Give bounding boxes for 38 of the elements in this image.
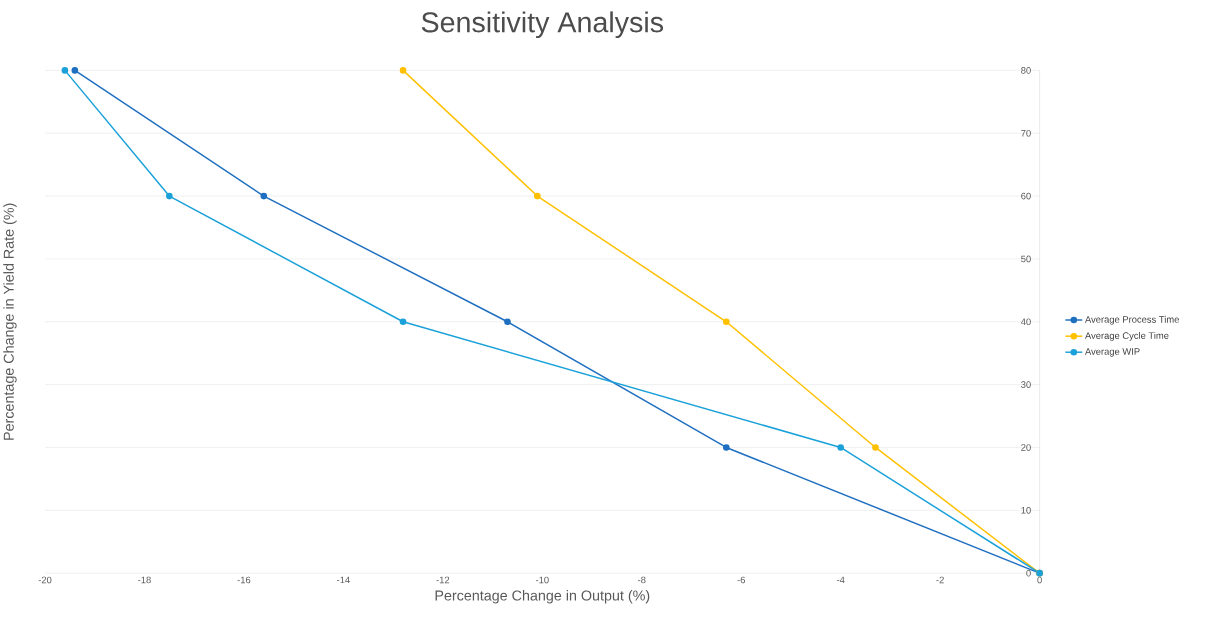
point	[166, 192, 173, 200]
x-tick-label: -12	[436, 576, 450, 584]
y-tick-label: 50	[1021, 255, 1031, 263]
legend-label: Average Cycle Time	[1084, 332, 1169, 341]
x-tick-label: -6	[737, 576, 745, 584]
x-tick-label: -18	[138, 576, 151, 584]
point	[61, 67, 69, 74]
x-tick-label: -10	[535, 576, 549, 584]
y-tick-label: 30	[1021, 381, 1031, 389]
x-tick-label: -20	[38, 576, 52, 584]
x-tick-label: 0	[1037, 576, 1042, 584]
y-tick-label: 20	[1021, 444, 1031, 451]
point	[872, 444, 879, 451]
x-tick-label: -2	[936, 576, 944, 584]
chart-title: Sensitivity Analysis	[421, 11, 664, 39]
x-tick-label: -8	[638, 576, 646, 584]
y-axis-title: Percentage Change in Yield Rate (%)	[3, 203, 17, 440]
point	[722, 444, 730, 451]
point	[722, 318, 730, 326]
point	[504, 318, 511, 326]
point	[534, 192, 541, 200]
legend-label: Average WIP	[1084, 348, 1140, 357]
point	[260, 192, 268, 200]
legend-label: Average Process Time	[1084, 316, 1179, 325]
point	[71, 67, 79, 74]
y-tick-label: 0	[1026, 569, 1031, 577]
y-tick-label: 10	[1021, 507, 1031, 514]
y-tick-label: 70	[1021, 130, 1031, 137]
x-tick-label: -14	[337, 576, 350, 584]
y-tick-label: 80	[1021, 67, 1031, 74]
y-tick-label: 40	[1020, 318, 1031, 326]
point	[399, 318, 407, 326]
point	[399, 67, 407, 74]
point	[837, 444, 844, 451]
x-axis-title: Percentage Change in Output (%)	[435, 590, 650, 604]
x-tick-label: -4	[836, 576, 845, 584]
x-tick-label: -16	[237, 576, 251, 584]
y-tick-label: 60	[1021, 192, 1031, 200]
